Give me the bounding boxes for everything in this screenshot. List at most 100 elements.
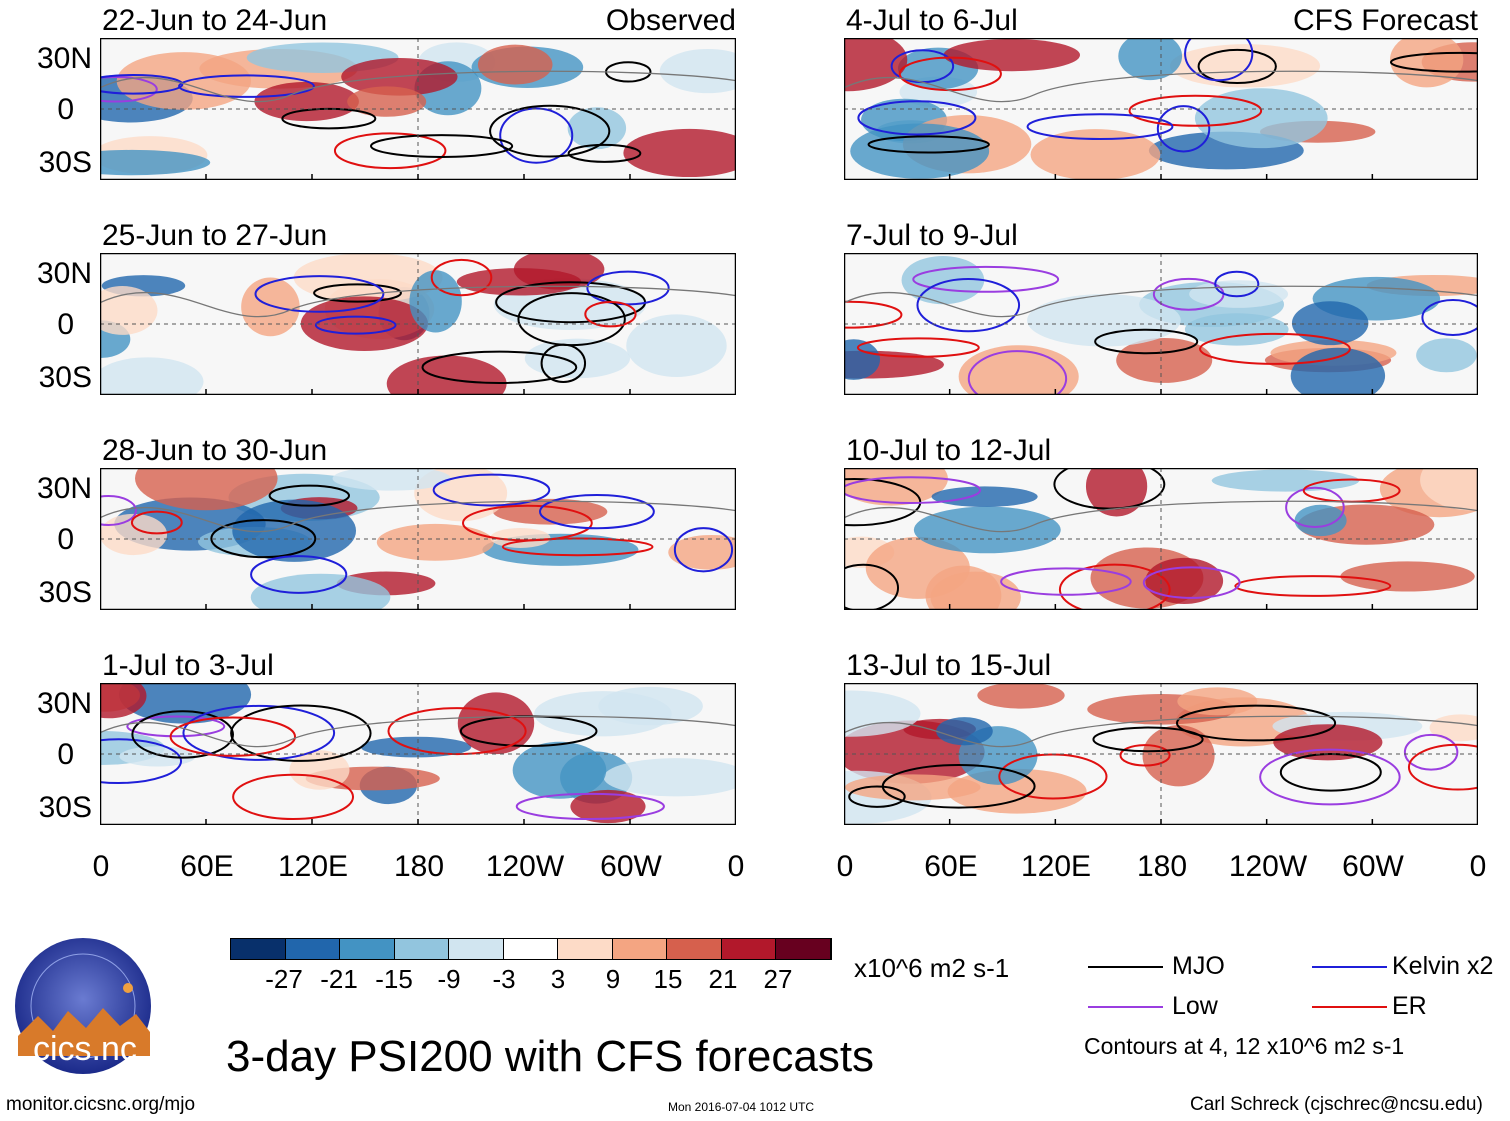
lon-label: 120W <box>1228 850 1308 883</box>
wave-contour <box>178 74 315 98</box>
wave-contour <box>210 519 317 559</box>
lon-label: 120E <box>277 850 349 883</box>
anomaly-shading <box>936 717 993 746</box>
wave-contour <box>333 132 447 170</box>
lat-label: 0 <box>57 308 74 341</box>
lat-label: 30S <box>38 146 92 179</box>
colorbar-swatch <box>667 939 722 959</box>
anomaly-shading <box>254 81 359 122</box>
colorbar-swatch <box>231 939 286 959</box>
wave-contour <box>1175 704 1337 742</box>
wave-contour <box>1053 468 1166 510</box>
anomaly-shading <box>100 149 211 176</box>
lon-label: 60W <box>600 850 662 883</box>
coastline <box>844 70 1478 103</box>
lon-label: 0 <box>727 850 745 883</box>
wave-contour <box>673 527 734 573</box>
wave-contour <box>489 104 611 158</box>
colorbar-swatch <box>558 939 613 959</box>
wave-contour <box>314 315 397 335</box>
footer-url: monitor.cicsnc.org/mjo <box>6 1094 196 1115</box>
wave-contour <box>130 510 183 535</box>
colorbar-swatch <box>340 939 395 959</box>
cics-logo-icon <box>15 938 151 1074</box>
panel-title: 22-Jun to 24-Jun <box>102 4 328 37</box>
anomaly-shading <box>293 253 443 303</box>
colorbar-label: -21 <box>320 964 358 994</box>
legend-line-mjo <box>1088 966 1163 968</box>
map-plot <box>844 38 1478 180</box>
anomaly-shading <box>1030 129 1161 180</box>
wave-contour <box>1197 48 1277 85</box>
colorbar-swatch <box>503 939 559 959</box>
anomaly-shading <box>100 357 204 395</box>
map-plot <box>100 38 736 180</box>
map-plot <box>844 468 1478 610</box>
anomaly-shading <box>1177 687 1258 716</box>
wave-contour <box>998 753 1108 800</box>
wave-contour <box>1421 299 1478 337</box>
panel-title: 7-Jul to 9-Jul <box>846 219 1018 252</box>
wave-contour <box>1407 743 1478 791</box>
anomaly-shading <box>100 683 147 719</box>
panel-title: 28-Jun to 30-Jun <box>102 434 328 467</box>
wave-contour <box>844 563 900 610</box>
anomaly-shading <box>845 774 981 801</box>
colorbar-label: 21 <box>708 964 738 994</box>
lat-label: 30N <box>36 472 92 505</box>
colorbar-swatch <box>721 939 777 959</box>
wave-contour <box>515 792 665 821</box>
wave-contour <box>1285 486 1345 529</box>
panel-title: 13-Jul to 15-Jul <box>846 649 1052 682</box>
lon-label: 180 <box>393 850 445 883</box>
anomaly-shading <box>1027 294 1181 347</box>
wave-contour <box>268 484 350 507</box>
map-plot <box>100 468 736 610</box>
anomaly-shading <box>119 683 252 724</box>
coastline <box>844 285 1478 318</box>
anomaly-shading <box>1290 347 1386 395</box>
wave-contour <box>1026 113 1174 140</box>
wave-contour <box>182 704 336 761</box>
wave-contour <box>1094 328 1199 355</box>
wave-contour <box>1199 332 1351 365</box>
wave-contour <box>567 143 642 163</box>
wave-contour <box>461 504 593 542</box>
lat-label: 30S <box>38 576 92 609</box>
logo-text: cics.nc <box>33 1030 137 1068</box>
anomaly-shading <box>376 523 494 561</box>
lon-label: 0 <box>92 850 110 883</box>
panel-title: 10-Jul to 12-Jul <box>846 434 1052 467</box>
lon-label: 60E <box>924 850 978 883</box>
wave-contour <box>1259 748 1401 806</box>
colorbar-swatches <box>230 938 832 960</box>
anomaly-shading <box>1085 468 1148 517</box>
coastline <box>100 70 736 103</box>
anomaly-shading <box>1211 469 1360 492</box>
anomaly-shading <box>347 86 427 117</box>
lat-label: 30S <box>38 791 92 824</box>
colorbar-label: 15 <box>653 964 683 994</box>
colorbar-swatch <box>394 939 450 959</box>
coastline <box>100 500 736 533</box>
colorbar-label: -3 <box>492 964 516 994</box>
wave-contour <box>967 350 1068 395</box>
anomaly-shading <box>477 44 553 85</box>
wave-contour <box>126 715 226 738</box>
wave-contour <box>232 773 355 820</box>
anomaly-shading <box>1294 504 1347 537</box>
anomaly-shading <box>250 573 391 610</box>
wave-contour <box>881 763 1036 809</box>
lat-label: 30N <box>36 42 92 75</box>
wave-contour <box>100 738 183 785</box>
wave-contour <box>916 278 1021 333</box>
lat-label: 0 <box>57 523 74 556</box>
coastline <box>100 715 736 748</box>
coastline <box>844 715 1478 748</box>
wave-contour <box>1184 38 1254 82</box>
panel-tag: CFS Forecast <box>1292 4 1478 37</box>
lon-label: 180 <box>1136 850 1188 883</box>
legend-label: MJO <box>1172 952 1225 980</box>
coastline <box>100 285 736 318</box>
wave-contour <box>844 300 903 329</box>
